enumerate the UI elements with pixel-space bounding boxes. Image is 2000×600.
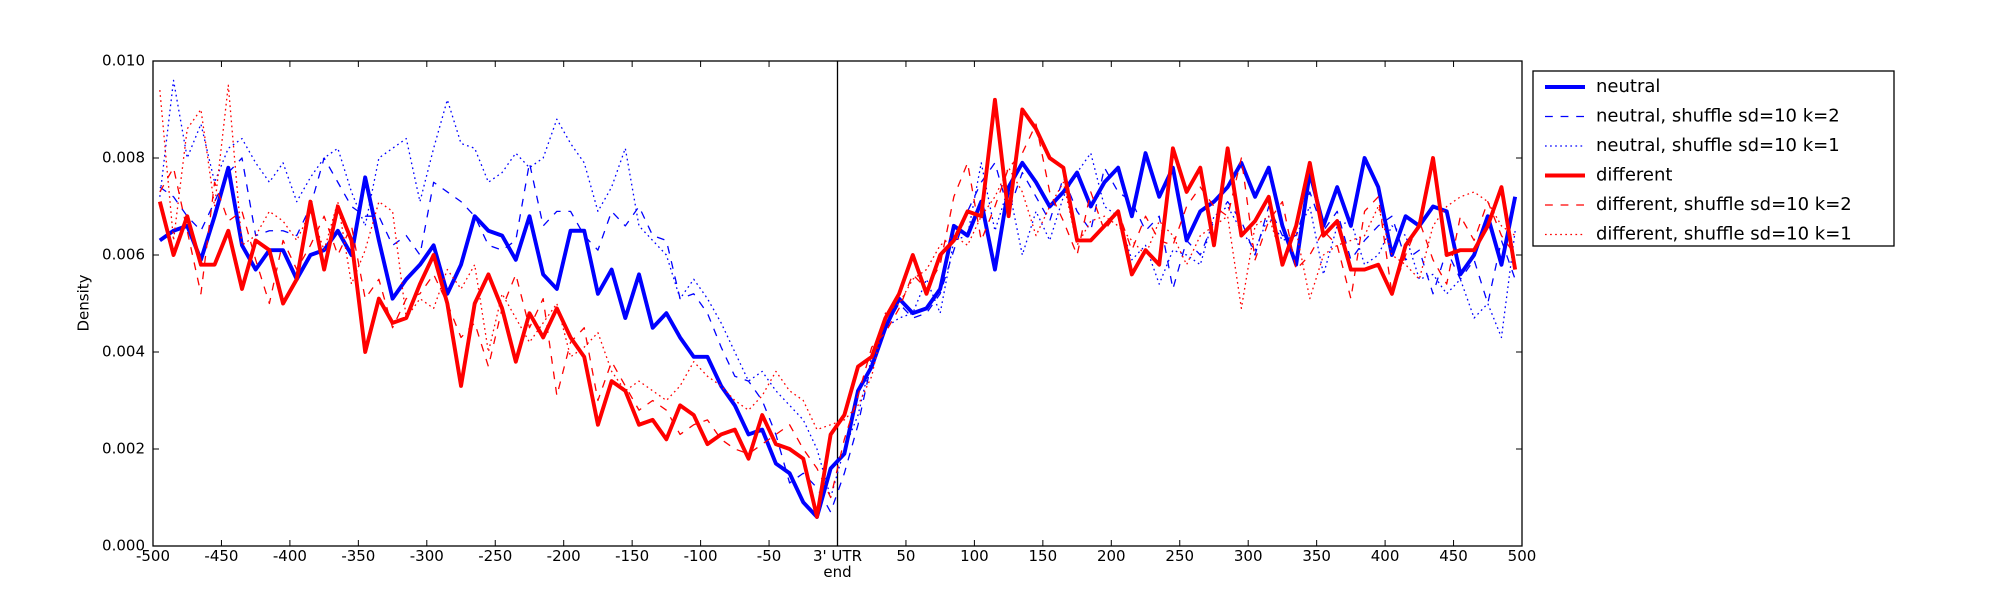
x-tick-label-box: -300 [409,548,444,565]
y-tick-label: 0.006 [102,246,145,264]
legend-box [1532,70,1895,247]
x-tick-label: 150 [1028,548,1058,565]
x-tick-label-box: -350 [341,548,376,565]
x-tick-label-box: 350 [1302,548,1331,565]
x-tick-label: 250 [1165,548,1195,565]
y-axis-label: Density [75,274,93,331]
y-tick-label: 0.010 [102,52,145,70]
x-tick-label-box: -50 [756,548,782,565]
x-tick-label-box: 500 [1507,548,1537,565]
legend-label: neutral, shuffle sd=10 k=2 [1596,106,1840,127]
x-tick-label-box: 450 [1439,548,1468,565]
y-tick-label: 0.004 [102,343,145,361]
series-line [159,123,1516,499]
x-tick-label: 200 [1096,548,1126,565]
legend-label: neutral [1596,76,1660,97]
x-tick-label-box: -250 [478,548,513,565]
x-tick-label: -450 [204,548,239,565]
x-tick-label: 50 [896,548,916,565]
x-tick-label-box: -100 [683,548,718,565]
x-tick-label-box: -200 [546,548,581,565]
x-tick-label: -50 [756,548,782,565]
x-tick-label: 450 [1439,548,1468,565]
x-tick-label: -300 [409,548,444,565]
y-tick-label: 0.002 [102,440,145,458]
series-line [159,84,1516,431]
x-tick-label: 400 [1370,548,1400,565]
x-tick-label-box: -400 [272,548,307,565]
x-tick-label-box: 150 [1028,548,1058,565]
legend-label: different, shuffle sd=10 k=2 [1596,194,1852,215]
x-tick-label-box: 400 [1370,548,1400,565]
x-tick-label: 350 [1302,548,1331,565]
x-tick-label-box: 200 [1096,548,1126,565]
y-tick-label: 0.000 [102,537,145,555]
x-tick-label-box: 100 [960,548,989,565]
x-tick-label-box: -500 [135,548,171,565]
x-tick-label-box: 50 [896,548,916,565]
x-tick-label: -200 [546,548,581,565]
x-tick-label: 300 [1233,548,1263,565]
x-tick-label: -250 [478,548,513,565]
x-tick-label: 500 [1507,548,1537,565]
x-tick-label-box: 250 [1165,548,1195,565]
x-tick-label-box: -150 [615,548,650,565]
plot-frame [152,60,1523,547]
x-tick-label: -350 [341,548,376,565]
x-tick-label-box: -450 [204,548,239,565]
x-tick-label: -500 [135,548,171,565]
legend-label: different, shuffle sd=10 k=1 [1596,224,1852,245]
series-line [159,79,1516,499]
x-tick-label: -100 [683,548,718,565]
x-tick-label-box: 300 [1233,548,1263,565]
legend-label: neutral, shuffle sd=10 k=1 [1596,135,1840,156]
x-tick-label-box: 3' UTR end [813,548,862,581]
x-tick-label: 3' UTR end [813,548,862,581]
x-tick-label: -150 [615,548,650,565]
legend-label: different [1596,165,1672,186]
x-tick-label: -400 [272,548,307,565]
y-tick-label: 0.008 [102,149,145,167]
x-tick-label: 100 [960,548,989,565]
